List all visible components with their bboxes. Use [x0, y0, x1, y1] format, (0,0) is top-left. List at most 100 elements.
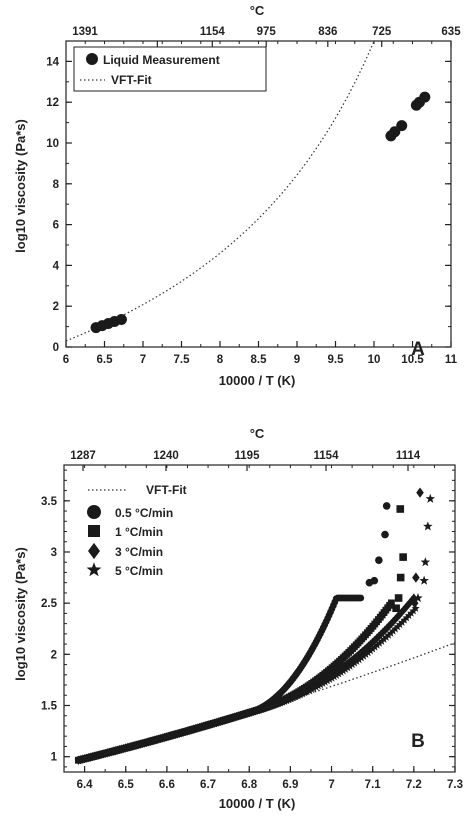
data-point-diamond: [406, 598, 414, 608]
data-point-star: [85, 753, 94, 761]
data-point-square: [396, 505, 405, 513]
data-point-square: [388, 599, 395, 607]
data-point-star: [81, 754, 90, 763]
data-point-star: [187, 725, 196, 734]
data-point-star: [305, 686, 314, 695]
data-point-star: [400, 615, 409, 624]
data-point-star: [316, 680, 325, 689]
data-point-star: [135, 740, 144, 748]
y-tick-label: 2: [51, 649, 57, 661]
data-point-star: [239, 710, 248, 718]
data-point-diamond: [365, 641, 372, 651]
data-point-star: [207, 719, 217, 728]
data-point-diamond: [404, 600, 412, 610]
data-point-star: [119, 744, 128, 753]
data-point-star: [332, 671, 341, 679]
panel-b-ylabel: log10 viscosity (Pa*s): [13, 547, 28, 681]
x-tick-label: 9: [294, 354, 300, 366]
panel-a-top-axis-label: °C: [250, 3, 265, 18]
data-point-square: [396, 573, 405, 582]
data-point-star: [425, 493, 436, 503]
data-point-star: [180, 727, 189, 736]
y-tick-label: 1.5: [41, 700, 58, 712]
data-point-star: [298, 689, 307, 698]
liquid-measurement-point: [419, 91, 431, 103]
x-tick-label: 7: [140, 354, 146, 366]
data-point-star: [173, 729, 183, 738]
data-point-star: [241, 709, 251, 718]
data-point-star: [289, 693, 298, 702]
data-point-star: [282, 696, 291, 704]
legend-label-star: 5 °C/min: [115, 564, 163, 578]
y-tick-label: 2: [53, 301, 59, 313]
legend-label-circle: 0.5 °C/min: [115, 506, 173, 520]
data-point-star: [423, 521, 433, 531]
data-point-star: [293, 691, 303, 700]
data-point-circle: [370, 576, 379, 585]
data-point-star: [250, 706, 260, 715]
data-point-star: [192, 724, 201, 732]
data-point-star: [325, 675, 334, 683]
legend-diamond-icon: [88, 542, 100, 560]
data-point-diamond: [377, 629, 385, 639]
top-tick-label: 975: [257, 26, 277, 38]
data-point-star: [309, 683, 318, 692]
top-tick-label: 635: [441, 26, 461, 38]
data-point-star: [189, 724, 198, 733]
data-point-star: [375, 638, 384, 647]
legend-label-diamond: 3 °C/min: [115, 545, 163, 559]
data-point-star: [121, 743, 131, 752]
legend-label-vft-fit: VFT-Fit: [111, 73, 152, 87]
data-point-star: [153, 735, 162, 743]
data-point-star: [384, 630, 393, 639]
top-tick-label: 1154: [314, 450, 340, 462]
data-point-diamond: [410, 593, 418, 603]
data-point-star: [255, 705, 264, 714]
data-point-star: [178, 728, 187, 736]
data-point-star: [257, 704, 266, 713]
data-point-star: [336, 668, 346, 676]
data-point-diamond: [391, 614, 399, 624]
y-tick-label: 3.5: [41, 496, 58, 508]
data-point-square: [392, 604, 400, 613]
data-point-star: [364, 648, 373, 657]
data-point-star: [103, 748, 112, 757]
data-point-diamond: [383, 623, 391, 633]
series-circle-points: [75, 502, 391, 764]
x-tick-label: 7.1: [365, 779, 382, 791]
data-point-star: [420, 557, 431, 567]
panel-a-xlabel: 10000 / T (K): [219, 373, 296, 388]
data-point-star: [266, 701, 275, 710]
data-point-star: [398, 618, 407, 626]
panel-b-xlabel: 10000 / T (K): [219, 796, 296, 811]
data-point-star: [235, 711, 244, 720]
data-point-star: [92, 751, 101, 760]
data-point-diamond: [396, 610, 403, 620]
top-tick-label: 836: [318, 26, 337, 38]
data-point-star: [182, 726, 192, 735]
panel-a-ylabel: log10 viscosity (Pa*s): [13, 119, 28, 253]
data-point-star: [176, 728, 185, 737]
top-tick-label: 1240: [153, 450, 179, 462]
data-point-star: [345, 661, 355, 670]
legend-star-icon: [86, 562, 102, 577]
panel-b-frame: [63, 464, 456, 773]
x-tick-label: 7.3: [447, 779, 463, 791]
x-tick-label: 6.8: [241, 779, 258, 791]
data-point-star: [74, 755, 83, 764]
x-tick-label: 10: [368, 354, 381, 366]
data-point-star: [357, 653, 366, 662]
data-point-star: [101, 748, 110, 757]
data-point-star: [393, 622, 402, 631]
panel-b-axes: 6.4 6.5 6.6 6.7 6.8 6.9 7 7.1 7.2 7.3 1 1.5 2 2.5 3 3.5…: [41, 450, 463, 791]
data-point-star: [137, 739, 146, 748]
data-point-star: [83, 753, 92, 762]
data-point-star: [124, 743, 133, 751]
legend-label-liquid-measurement: Liquid Measurement: [103, 53, 220, 67]
panel-b-label: B: [411, 731, 425, 752]
top-tick-label: 1154: [200, 26, 226, 38]
data-point-star: [162, 732, 171, 741]
legend-square-icon: [88, 525, 100, 537]
data-point-square: [394, 594, 403, 602]
data-point-star: [110, 746, 119, 755]
